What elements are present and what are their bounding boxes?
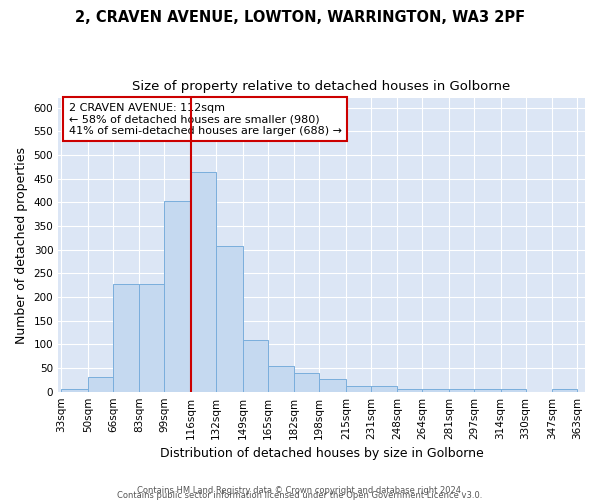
Bar [319,379,346,392]
Bar [61,390,88,392]
Bar [113,284,139,392]
Title: Size of property relative to detached houses in Golborne: Size of property relative to detached ho… [133,80,511,93]
Bar [191,172,216,392]
Bar [164,202,191,392]
Bar [294,373,319,392]
Bar [449,390,474,392]
Text: 2 CRAVEN AVENUE: 112sqm
← 58% of detached houses are smaller (980)
41% of semi-d: 2 CRAVEN AVENUE: 112sqm ← 58% of detache… [69,102,342,136]
Bar [500,390,526,392]
Bar [268,366,294,392]
Bar [346,386,371,392]
Text: 2, CRAVEN AVENUE, LOWTON, WARRINGTON, WA3 2PF: 2, CRAVEN AVENUE, LOWTON, WARRINGTON, WA… [75,10,525,25]
Bar [88,378,113,392]
Text: Contains public sector information licensed under the Open Government Licence v3: Contains public sector information licen… [118,491,482,500]
Bar [552,390,577,392]
Text: Contains HM Land Registry data © Crown copyright and database right 2024.: Contains HM Land Registry data © Crown c… [137,486,463,495]
Y-axis label: Number of detached properties: Number of detached properties [15,146,28,344]
Bar [371,386,397,392]
Bar [397,390,422,392]
X-axis label: Distribution of detached houses by size in Golborne: Distribution of detached houses by size … [160,447,484,460]
Bar [474,390,500,392]
Bar [422,390,449,392]
Bar [242,340,268,392]
Bar [139,284,164,392]
Bar [216,246,242,392]
